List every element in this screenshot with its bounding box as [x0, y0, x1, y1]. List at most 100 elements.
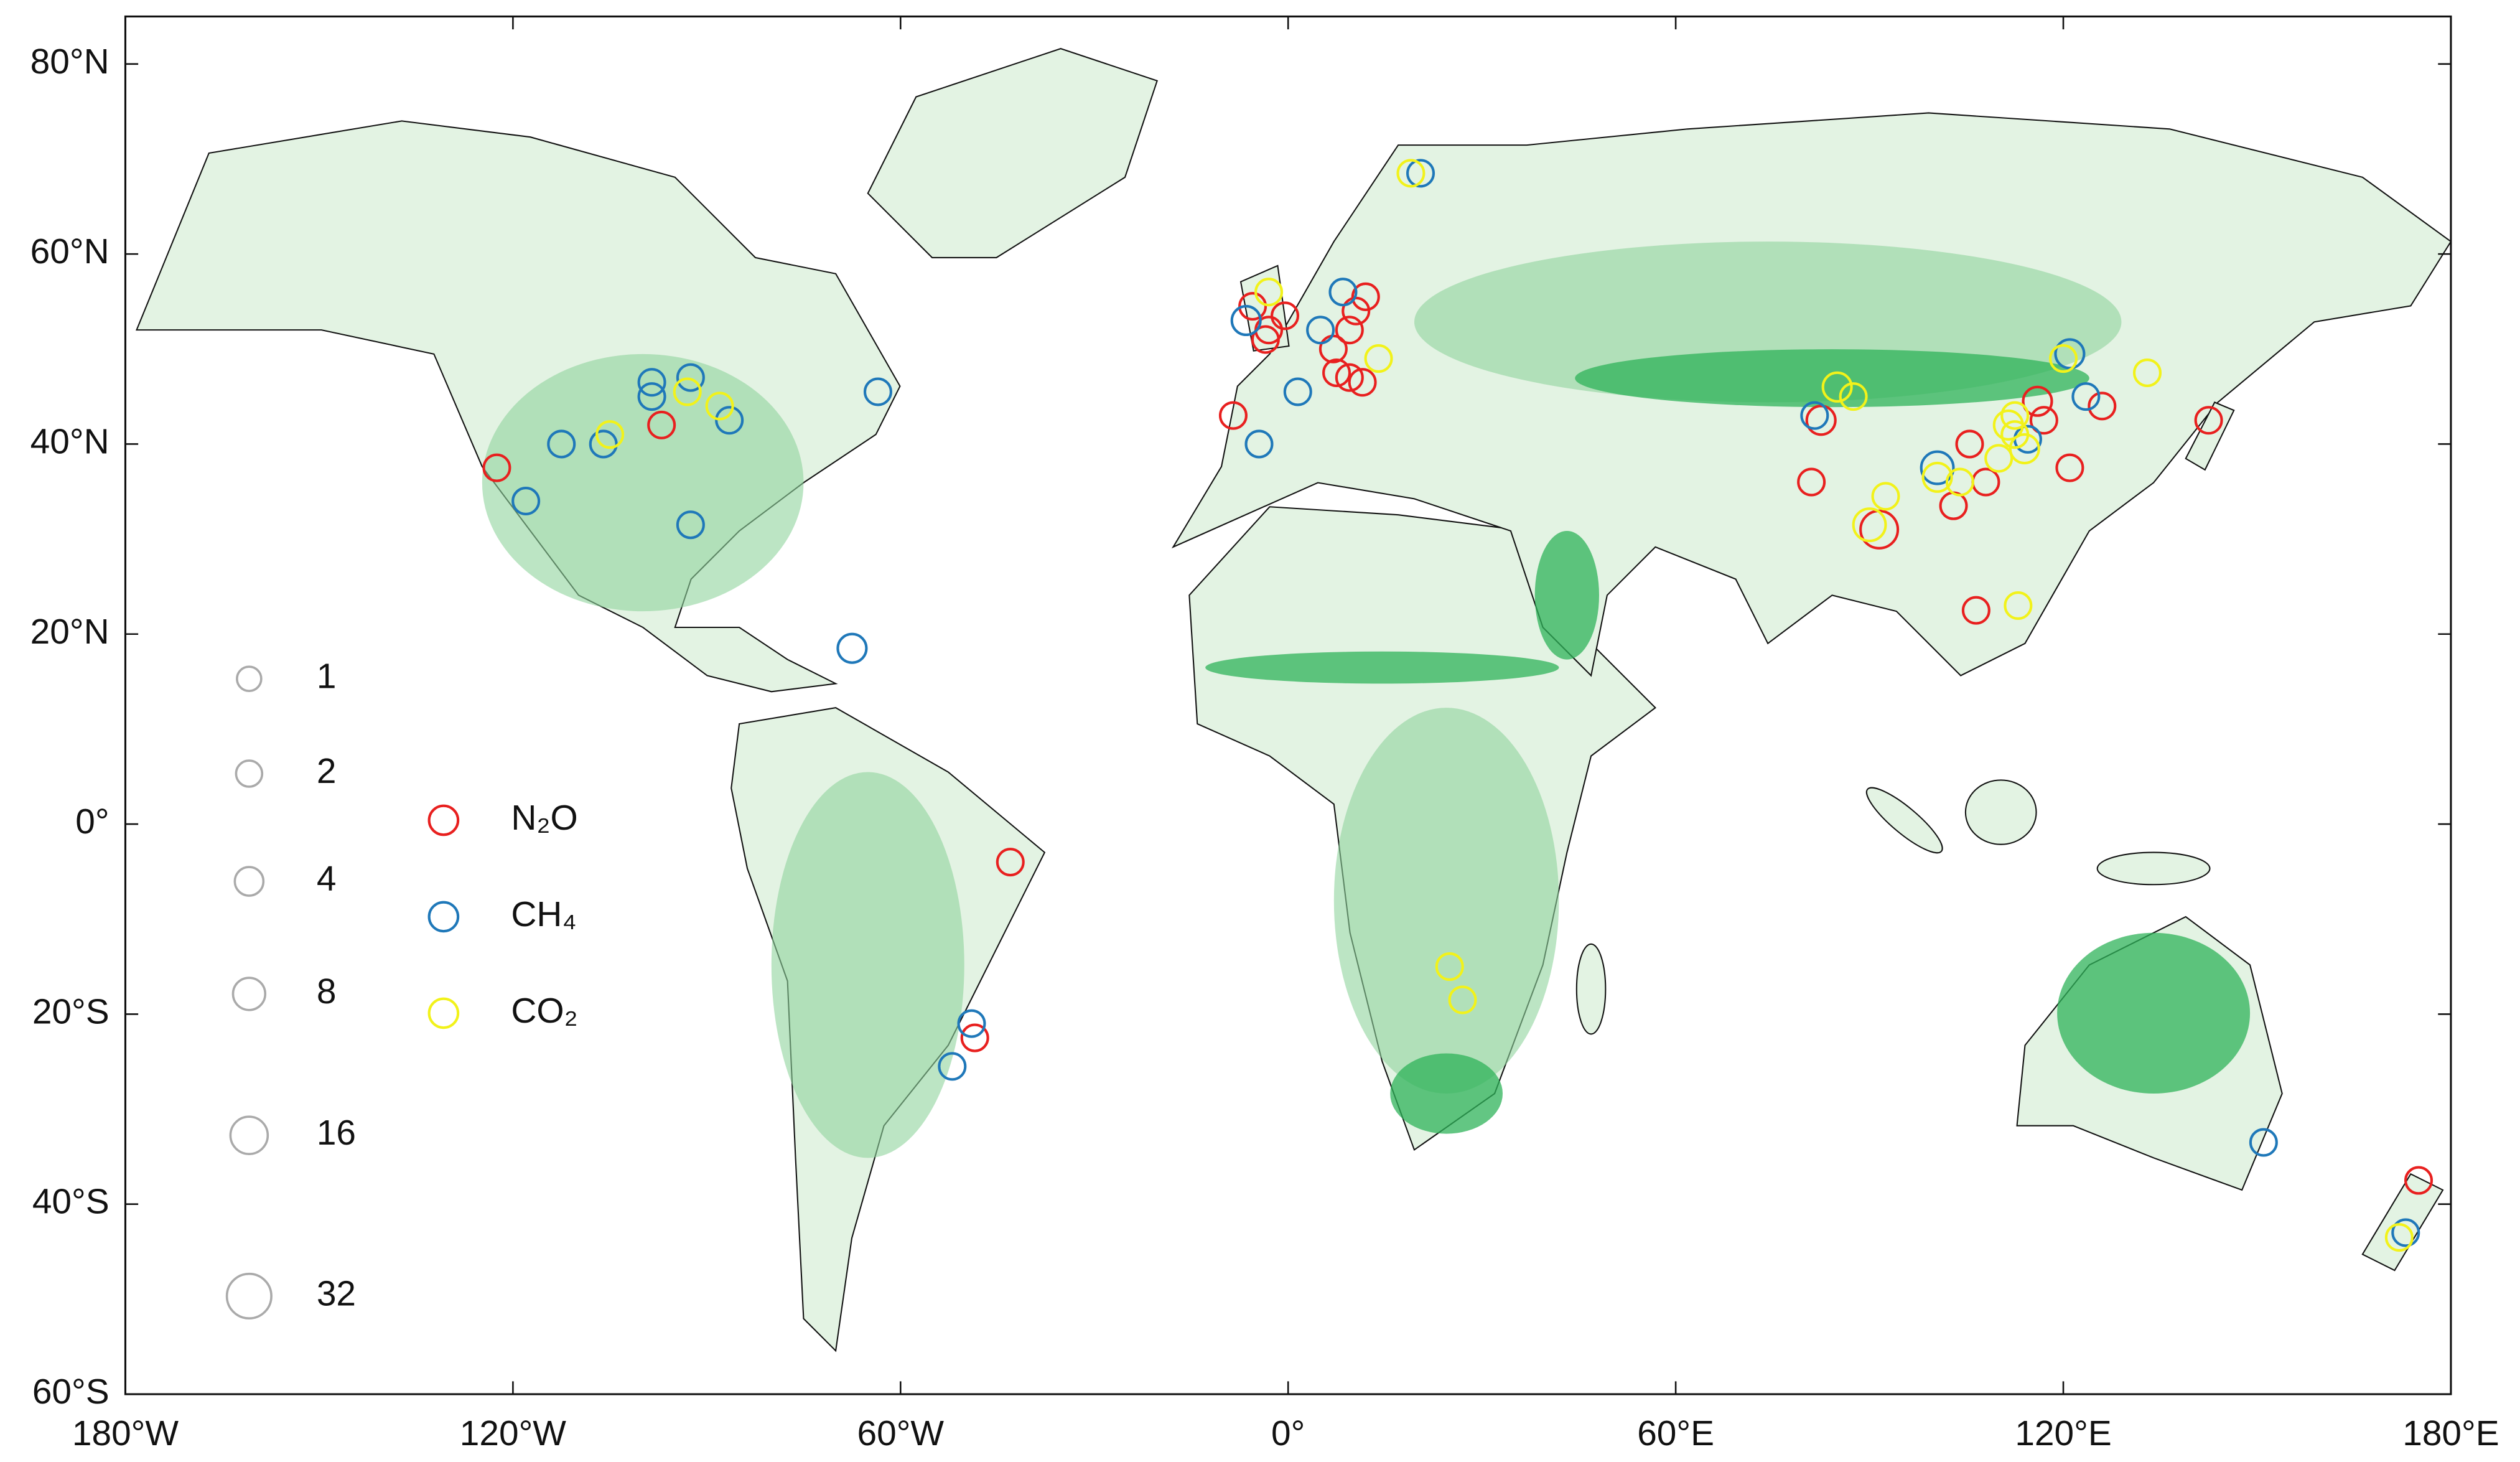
x-tick-label: 180°W — [72, 1414, 179, 1453]
size-legend-label: 1 — [317, 657, 337, 696]
x-tick-label: 120°W — [460, 1414, 567, 1453]
y-tick-label: 20°N — [30, 612, 110, 652]
borneo — [1964, 779, 2037, 845]
site-marker — [1254, 278, 1284, 307]
site-marker — [2022, 385, 2053, 417]
site-marker — [1348, 368, 1377, 397]
vegetation — [1575, 349, 2089, 408]
vegetation — [2057, 932, 2251, 1094]
new-zealand — [2361, 1173, 2444, 1272]
size-legend-marker — [236, 665, 263, 692]
y-tick-label: 0° — [75, 802, 109, 841]
site-marker — [1335, 316, 1364, 345]
site-marker — [1955, 429, 1984, 459]
site-marker — [2049, 344, 2078, 373]
y-tick-label: 20°S — [32, 992, 110, 1031]
site-marker — [676, 510, 705, 540]
size-legend-marker — [231, 977, 267, 1011]
site-marker — [1852, 507, 1887, 543]
legend-label: CO₂ — [511, 991, 577, 1031]
x-tick-label: 60°W — [857, 1414, 945, 1453]
vegetation — [1534, 531, 1599, 660]
site-marker — [863, 377, 892, 406]
site-marker — [938, 1052, 967, 1081]
size-legend-label: 4 — [317, 860, 337, 899]
site-marker — [1984, 444, 2014, 473]
site-marker — [1871, 482, 1900, 511]
x-tick-label: 120°E — [2015, 1414, 2111, 1453]
site-marker — [1797, 467, 1826, 497]
size-legend-marker — [225, 1272, 273, 1320]
size-legend-marker — [235, 759, 264, 788]
site-marker — [676, 363, 705, 392]
site-marker — [1322, 358, 1351, 387]
legend-label: N₂O — [511, 799, 577, 838]
site-marker — [1396, 159, 1426, 188]
site-marker — [1351, 282, 1380, 311]
site-marker — [1821, 371, 1853, 403]
site-marker — [2000, 401, 2030, 430]
new-guinea — [2096, 851, 2211, 886]
size-legend-marker — [229, 1115, 269, 1155]
legend-marker — [427, 901, 460, 933]
site-marker — [2249, 1128, 2278, 1157]
landmass — [136, 48, 2452, 1352]
site-marker — [1306, 316, 1335, 345]
site-marker — [836, 632, 868, 664]
site-marker — [673, 377, 702, 406]
vegetation — [1390, 1053, 1503, 1134]
site-marker — [1961, 596, 1990, 625]
site-marker — [1805, 405, 1837, 436]
site-marker — [2071, 382, 2101, 411]
site-marker — [589, 429, 618, 459]
site-marker — [1406, 159, 1435, 188]
site-marker — [1328, 278, 1358, 307]
y-tick-label: 40°S — [32, 1183, 110, 1222]
site-marker — [2029, 406, 2058, 435]
site-marker — [547, 429, 576, 459]
site-marker — [1839, 382, 1868, 411]
site-marker — [2194, 406, 2223, 435]
size-legend-label: 8 — [317, 972, 337, 1011]
site-marker — [1364, 344, 1393, 373]
y-tick-label: 80°N — [30, 42, 110, 82]
site-marker — [2055, 453, 2084, 482]
site-marker — [705, 391, 734, 421]
site-marker — [1800, 401, 1829, 430]
legend-marker — [427, 997, 460, 1029]
site-marker — [637, 382, 666, 411]
site-marker — [2391, 1218, 2420, 1247]
site-marker — [482, 453, 511, 482]
size-legend-label: 32 — [317, 1274, 356, 1313]
site-marker — [1244, 429, 1274, 459]
site-marker — [1435, 952, 1464, 982]
greenland — [867, 48, 1159, 258]
legend-label: CH₄ — [511, 895, 576, 934]
site-marker — [2088, 391, 2117, 421]
vegetation — [1333, 708, 1559, 1094]
y-tick-label: 40°N — [30, 422, 110, 461]
vegetation — [771, 772, 964, 1158]
legend-marker — [427, 804, 460, 836]
sumatra — [1865, 787, 1943, 854]
vegetation — [1205, 651, 1559, 684]
site-marker — [2404, 1166, 2434, 1195]
site-marker — [2054, 338, 2086, 370]
x-tick-label: 60°E — [1637, 1414, 1714, 1453]
site-marker — [1251, 325, 1280, 354]
site-marker — [2132, 358, 2162, 387]
site-marker — [511, 487, 541, 516]
site-marker — [957, 1009, 986, 1038]
site-marker — [637, 368, 666, 397]
site-marker — [2004, 591, 2033, 620]
site-marker — [2384, 1223, 2414, 1252]
site-marker — [715, 406, 744, 435]
x-tick-label: 0° — [1271, 1414, 1305, 1453]
y-tick-label: 60°S — [32, 1372, 110, 1412]
site-marker — [1448, 985, 1477, 1014]
x-tick-label: 180°E — [2402, 1414, 2499, 1453]
overlay: 180°W 120°W 60°W 0° 60°E 120°E 180°E80°N60°N40… — [30, 16, 2499, 1453]
site-marker — [996, 848, 1025, 877]
